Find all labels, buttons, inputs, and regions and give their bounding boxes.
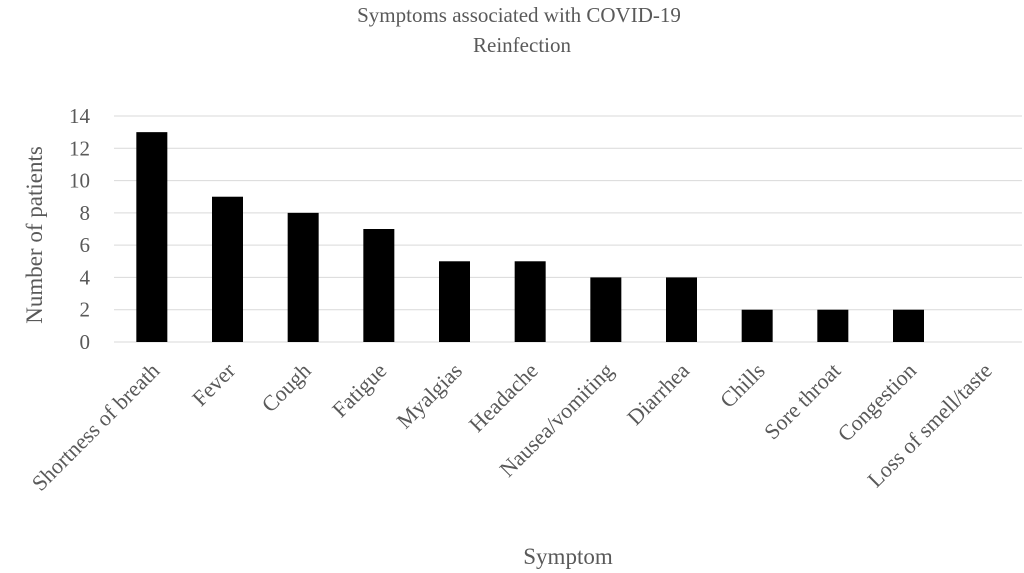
y-tick-label: 8 [80,201,91,225]
y-tick-label: 4 [80,265,91,289]
x-axis-categories: Shortness of breath Fever Cough Fatigue Myal… [27,357,997,495]
bar-cough [287,212,319,342]
bar-headache [514,261,546,342]
gridlines [114,115,1022,343]
x-category-label: Chills [715,358,770,413]
bar-sore-throat [817,309,849,342]
bar-shortness-of-breath [136,132,168,342]
x-category-label: Fatigue [327,358,391,422]
bar-fatigue [363,229,395,342]
chart-title-line-2: Reinfection [473,33,571,57]
y-axis-label: Number of patients [22,146,47,324]
x-category-label: Headache [464,358,543,437]
x-category-label: Fever [187,357,241,411]
y-axis-ticks: 0 2 4 6 8 10 12 14 [69,104,91,354]
y-tick-label: 0 [80,330,91,354]
bar-fever [212,196,243,342]
x-category-label: Cough [257,358,316,417]
y-tick-label: 14 [69,104,91,128]
y-tick-label: 12 [69,136,90,160]
bar-congestion [893,309,924,342]
x-axis-label: Symptom [523,544,613,569]
bar-diarrhea [666,277,697,342]
y-tick-label: 6 [80,233,91,257]
x-category-label: Myalgias [391,358,467,434]
x-category-label: Diarrhea [622,358,694,430]
y-tick-label: 10 [69,169,90,193]
bar-myalgias [439,261,470,342]
bar-nausea-vomiting [590,277,622,342]
bars [136,132,924,342]
y-tick-label: 2 [80,298,91,322]
x-category-label: Shortness of breath [27,358,165,496]
x-category-label: Sore throat [759,358,845,444]
chart-title-line-1: Symptoms associated with COVID-19 [357,3,681,27]
bar-chills [741,309,773,342]
